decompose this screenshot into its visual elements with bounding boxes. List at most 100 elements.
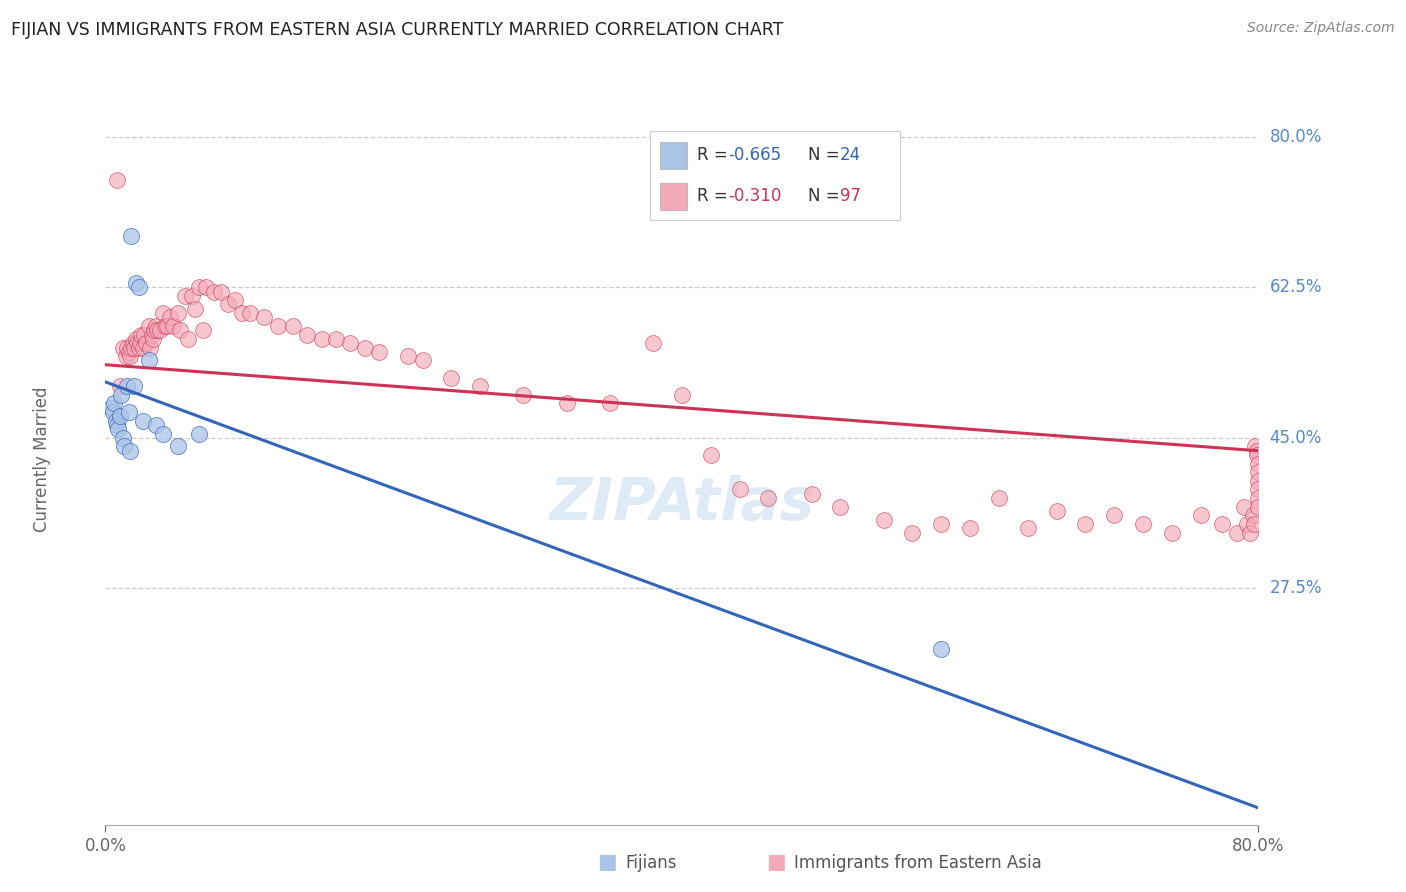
Point	[239, 306, 262, 320]
Point	[117, 405, 139, 419]
Point	[209, 285, 232, 299]
Point	[728, 483, 751, 497]
Text: ■: ■	[598, 853, 617, 872]
Point	[297, 327, 319, 342]
Point	[188, 280, 211, 294]
Point	[166, 440, 188, 454]
Point	[141, 327, 163, 342]
Point	[115, 379, 138, 393]
Point	[162, 318, 184, 333]
Point	[120, 341, 142, 355]
Point	[152, 306, 174, 320]
Text: R =: R =	[697, 186, 734, 205]
Point	[173, 289, 195, 303]
Point	[124, 341, 146, 355]
Text: N =: N =	[807, 186, 845, 205]
Point	[830, 500, 852, 514]
Point	[101, 405, 124, 419]
Point	[105, 172, 128, 186]
Point	[145, 318, 167, 333]
Point	[643, 336, 665, 351]
Point	[112, 440, 135, 454]
Point	[1246, 443, 1268, 458]
Point	[873, 513, 896, 527]
Point	[184, 301, 207, 316]
Point	[152, 426, 174, 441]
Point	[700, 448, 723, 462]
Text: N =: N =	[807, 145, 845, 164]
Point	[169, 323, 191, 337]
Text: 24: 24	[841, 145, 862, 164]
Point	[1244, 440, 1267, 454]
Point	[125, 332, 148, 346]
Point	[1132, 516, 1154, 531]
Point	[281, 318, 304, 333]
Point	[145, 417, 167, 432]
Text: FIJIAN VS IMMIGRANTS FROM EASTERN ASIA CURRENTLY MARRIED CORRELATION CHART: FIJIAN VS IMMIGRANTS FROM EASTERN ASIA C…	[11, 21, 783, 38]
Point	[105, 417, 128, 432]
Point	[1233, 500, 1256, 514]
Point	[111, 341, 134, 355]
Point	[959, 521, 981, 535]
Point	[1243, 516, 1265, 531]
Point	[139, 341, 162, 355]
Text: -0.310: -0.310	[728, 186, 782, 205]
Point	[195, 280, 218, 294]
Point	[931, 641, 953, 656]
Text: 62.5%: 62.5%	[1270, 278, 1322, 296]
Point	[253, 310, 276, 325]
Point	[138, 353, 160, 368]
Point	[800, 487, 823, 501]
Text: Immigrants from Eastern Asia: Immigrants from Eastern Asia	[794, 855, 1042, 872]
Point	[107, 422, 129, 436]
Point	[470, 379, 492, 393]
Point	[217, 297, 239, 311]
Point	[512, 388, 534, 402]
Point	[1161, 525, 1184, 540]
Point	[128, 280, 150, 294]
Point	[120, 228, 142, 243]
Point	[396, 349, 419, 363]
Point	[267, 318, 290, 333]
Point	[1189, 508, 1212, 523]
Point	[599, 396, 621, 410]
Point	[1102, 508, 1125, 523]
Text: 80.0%: 80.0%	[1270, 128, 1322, 145]
Point	[132, 414, 155, 428]
Text: Fijians: Fijians	[626, 855, 678, 872]
Point	[166, 306, 188, 320]
Point	[1247, 465, 1270, 479]
Point	[134, 327, 156, 342]
Text: ZIPAtlas: ZIPAtlas	[550, 475, 814, 532]
Point	[188, 426, 211, 441]
Point	[117, 344, 139, 359]
Point	[135, 336, 157, 351]
Point	[153, 318, 176, 333]
Point	[159, 310, 181, 325]
Point	[146, 323, 169, 337]
Text: 45.0%: 45.0%	[1270, 429, 1322, 447]
Point	[1226, 525, 1249, 540]
Point	[1247, 474, 1270, 488]
Point	[103, 396, 125, 410]
Point	[758, 491, 780, 505]
Point	[231, 306, 253, 320]
Point	[988, 491, 1011, 505]
Point	[1074, 516, 1097, 531]
Point	[1046, 504, 1069, 518]
Point	[325, 332, 347, 346]
Point	[931, 516, 953, 531]
Point	[108, 409, 131, 424]
Point	[1239, 525, 1261, 540]
Point	[555, 396, 578, 410]
Point	[224, 293, 246, 308]
Point	[1247, 491, 1270, 505]
Point	[440, 370, 463, 384]
Point	[100, 401, 122, 415]
Point	[1236, 516, 1258, 531]
Point	[156, 318, 179, 333]
Point	[1247, 483, 1270, 497]
Point	[128, 341, 150, 355]
Point	[176, 332, 198, 346]
Point	[118, 443, 141, 458]
